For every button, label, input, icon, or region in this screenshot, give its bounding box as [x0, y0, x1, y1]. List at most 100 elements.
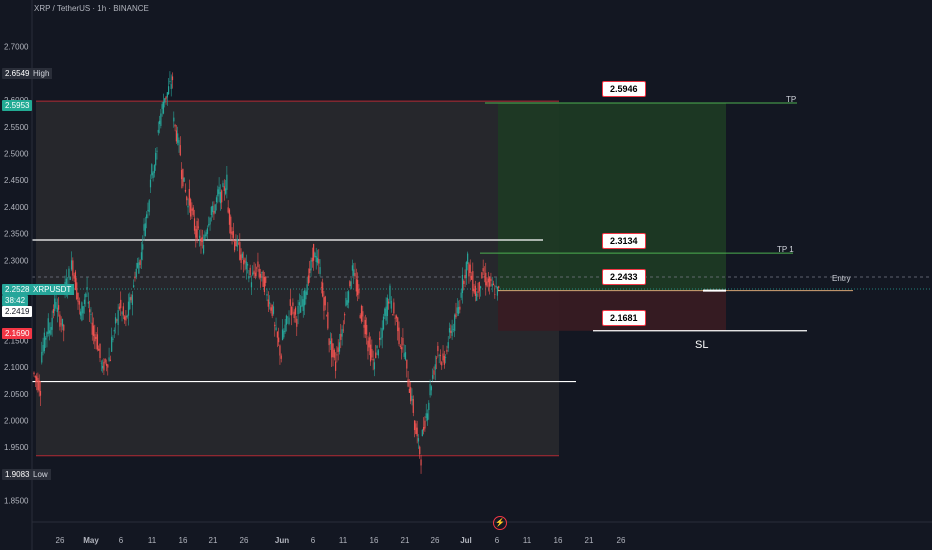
y-tick-label: 2.3000	[4, 256, 29, 265]
candle-body	[412, 399, 414, 413]
candle-body	[327, 312, 329, 329]
candle-body	[439, 355, 442, 357]
candle-body	[192, 207, 194, 215]
candle-body	[35, 376, 38, 382]
candle-body	[389, 285, 391, 301]
candle-body	[498, 286, 500, 288]
candle-body	[184, 189, 187, 192]
candle-body	[442, 353, 444, 361]
candle-body	[423, 426, 425, 431]
candle-body	[303, 290, 306, 306]
high-price-badge: 2.6549	[2, 68, 33, 79]
candle-body	[381, 328, 383, 338]
candle-body	[265, 277, 267, 283]
candle-body	[368, 337, 370, 348]
candle-body	[283, 330, 285, 338]
candle-body	[325, 315, 328, 317]
candle-body	[230, 216, 232, 234]
candle-body	[221, 190, 223, 203]
candle-body	[158, 120, 161, 125]
candle-body	[38, 380, 40, 392]
candle-body	[50, 327, 52, 335]
candle-body	[310, 260, 312, 271]
candle-body	[136, 263, 139, 268]
candle-body	[37, 377, 39, 390]
candle-body	[494, 294, 496, 295]
candle-body	[347, 291, 350, 303]
profit-zone	[498, 102, 726, 291]
candle-body	[183, 177, 185, 182]
tp-callout[interactable]: 2.5946	[602, 81, 646, 97]
x-tick-label: 21	[209, 536, 218, 545]
tp1-callout[interactable]: 2.3134	[602, 233, 646, 249]
candle-body	[443, 355, 445, 365]
tp-price-badge: 2.5953	[2, 100, 33, 111]
candle-body	[419, 446, 421, 455]
candle-body	[241, 253, 244, 258]
candle-body	[364, 319, 366, 335]
y-tick-label: 2.1500	[4, 336, 29, 345]
candle-body	[448, 328, 451, 333]
lightning-icon[interactable]: ⚡	[493, 516, 507, 530]
candle-body	[432, 375, 434, 379]
candle-body	[99, 343, 101, 358]
candle-body	[149, 179, 152, 188]
y-tick-label: 2.4500	[4, 176, 29, 185]
candle-body	[234, 241, 236, 251]
candle-body	[355, 279, 357, 292]
candle-body	[245, 261, 247, 270]
x-tick-label: 16	[370, 536, 379, 545]
candle-body	[147, 209, 149, 211]
candle-body	[73, 275, 75, 279]
candle-body	[316, 257, 319, 263]
candle-body	[297, 305, 299, 315]
candle-body	[77, 292, 79, 302]
candle-body	[129, 297, 131, 310]
candle-body	[354, 273, 356, 277]
candle-body	[477, 291, 479, 294]
y-tick-label: 2.7000	[4, 43, 29, 52]
candle-body	[100, 362, 102, 364]
candle-body	[309, 268, 311, 274]
candle-body	[98, 348, 100, 351]
candle-body	[266, 294, 268, 296]
candle-body	[455, 313, 457, 318]
candle-body	[148, 200, 150, 213]
entry-callout[interactable]: 2.2433	[602, 269, 646, 285]
candle-body	[446, 349, 448, 352]
candle-body	[306, 284, 308, 295]
candle-body	[390, 300, 392, 309]
candle-body	[168, 86, 170, 95]
candle-body	[302, 299, 304, 311]
candle-body	[271, 304, 273, 316]
candle-body	[112, 338, 114, 340]
candle-body	[201, 237, 203, 243]
candle-body	[420, 459, 422, 466]
candle-body	[103, 361, 105, 371]
candle-body	[51, 317, 53, 330]
candle-body	[68, 268, 70, 277]
candle-body	[376, 345, 378, 349]
candle-body	[314, 252, 316, 258]
time-axis[interactable]: 26 May 6 11 16 21 26 Jun 6 11 16 21 26 Jul 6 11 16 21 26	[32, 521, 932, 545]
candle-body	[244, 258, 246, 263]
candle-body	[468, 263, 470, 277]
sl-price-badge: 2.1690	[2, 328, 33, 339]
candle-body	[469, 264, 471, 274]
candle-body	[290, 306, 293, 316]
sl-callout[interactable]: 2.1681	[602, 310, 646, 326]
candle-body	[366, 324, 368, 335]
candle-body	[196, 221, 198, 240]
candle-body	[120, 299, 122, 309]
candle-body	[481, 272, 483, 279]
candle-body	[322, 282, 324, 297]
candle-body	[311, 257, 313, 262]
candle-body	[417, 438, 420, 442]
candle-body	[164, 98, 166, 103]
x-tick-label: 6	[311, 536, 316, 545]
candle-body	[434, 364, 436, 370]
candle-body	[135, 268, 137, 277]
x-tick-label: Jun	[275, 536, 289, 545]
crosshair-price-badge: 2.2419	[2, 306, 33, 317]
